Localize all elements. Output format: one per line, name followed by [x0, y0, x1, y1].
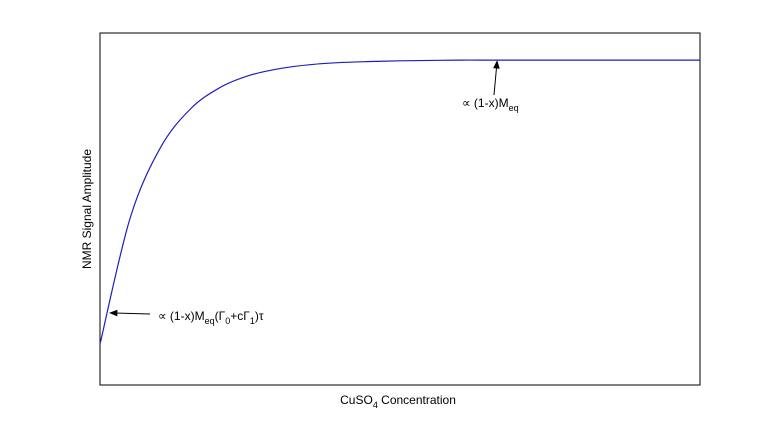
- x-axis-label-sub: 4: [373, 400, 378, 410]
- annotation-low-conc-part-1: eq: [205, 316, 215, 326]
- annotation-arrow-shaft-low-conc: [112, 312, 151, 315]
- annotation-high-conc: ∝ (1-x)Meq: [462, 96, 519, 113]
- annotation-arrow-shaft-high-conc: [493, 64, 498, 96]
- annotation-low-conc-part-5: 1: [250, 316, 255, 326]
- series-line-0: [99, 59, 700, 345]
- annotation-low-conc-part-4: +cΓ: [230, 309, 250, 323]
- annotation-low-conc-part-3: 0: [225, 316, 230, 326]
- annotation-low-conc-part-6: )τ: [255, 309, 264, 323]
- annotation-low-conc-part-2: (Γ: [215, 309, 226, 323]
- x-axis-label-rest: Concentration: [378, 393, 456, 407]
- annotation-high-conc-part-1: eq: [509, 103, 519, 113]
- annotation-arrow-head-high-conc: [493, 60, 500, 69]
- y-axis-label: NMR Signal Amplitude: [80, 149, 94, 269]
- annotation-low-conc-part-0: ∝ (1-x)M: [158, 309, 205, 323]
- x-axis-label: CuSO4 Concentration: [340, 393, 456, 410]
- annotation-high-conc-part-0: ∝ (1-x)M: [462, 96, 509, 110]
- plot-frame: [99, 32, 701, 386]
- x-axis-label-main: CuSO: [340, 393, 373, 407]
- annotation-low-conc: ∝ (1-x)Meq(Γ0+cΓ1)τ: [158, 309, 264, 326]
- annotation-arrow-head-low-conc: [109, 309, 118, 317]
